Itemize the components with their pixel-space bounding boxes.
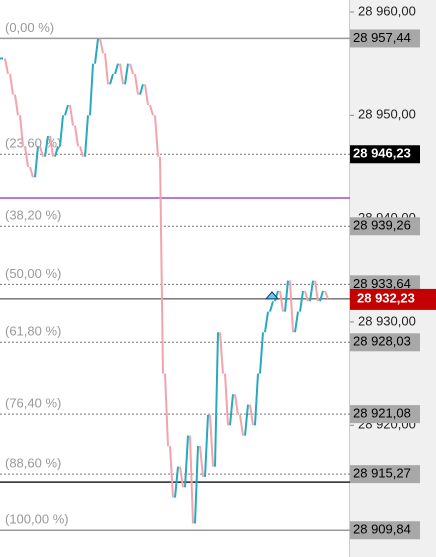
price-bar <box>59 115 64 147</box>
price-bar <box>199 445 204 478</box>
price-bar <box>299 290 304 312</box>
current-price-label: 28 932,23 <box>357 290 415 305</box>
price-bar <box>114 63 119 75</box>
price-bar <box>124 63 129 85</box>
price-bar <box>169 445 174 498</box>
level-price-label: 28 915,27 <box>353 466 411 481</box>
level-price-label: 28 921,08 <box>353 406 411 421</box>
price-bar <box>74 125 79 147</box>
price-bar <box>184 435 189 488</box>
price-bar <box>69 104 74 126</box>
price-bar <box>259 332 264 374</box>
price-bar <box>44 135 49 157</box>
level-price-box <box>350 275 420 294</box>
price-bar <box>224 373 229 426</box>
price-bar <box>254 373 259 426</box>
price-bar <box>4 58 9 75</box>
price-bar <box>49 135 54 157</box>
fib-level-label: (88,60 %) <box>5 456 61 471</box>
price-bar <box>294 311 299 333</box>
price-bar <box>319 290 324 302</box>
y-tick-label: 28 930,00 <box>358 313 416 328</box>
current-price-box <box>350 288 436 310</box>
price-bar <box>304 290 309 302</box>
price-bar <box>129 63 134 75</box>
price-bar <box>29 166 34 178</box>
price-bar <box>144 84 149 106</box>
price-bar <box>139 84 144 95</box>
level-price-box <box>350 217 420 236</box>
price-bar <box>314 280 319 302</box>
price-bar <box>194 445 199 524</box>
price-bar <box>244 404 249 436</box>
price-bar <box>229 394 234 426</box>
price-bar <box>159 156 164 374</box>
alert-marker <box>264 291 280 300</box>
level-price-box <box>350 405 420 424</box>
price-bar <box>149 104 154 116</box>
level-price-box <box>350 333 420 352</box>
fib-level-label: (50,00 %) <box>5 266 61 281</box>
level-price-box <box>350 29 420 48</box>
price-bar <box>109 73 114 85</box>
y-tick-label: 28 950,00 <box>358 107 416 122</box>
level-price-label: 28 928,03 <box>353 334 411 349</box>
fib-level-label: (61,80 %) <box>5 324 61 339</box>
price-bar <box>214 332 219 467</box>
price-bar <box>64 104 69 116</box>
price-bar <box>154 115 159 157</box>
price-bar <box>9 73 14 95</box>
price-bar <box>84 115 89 157</box>
level-price-box <box>350 145 420 164</box>
fib-level-label: (76,40 %) <box>5 396 61 411</box>
price-bar <box>239 414 244 436</box>
price-bar <box>179 466 184 488</box>
level-price-label: 28 909,84 <box>353 522 411 537</box>
price-bar <box>119 63 124 85</box>
price-bar <box>219 332 224 374</box>
price-bar <box>284 280 289 312</box>
fib-level-label: (38,20 %) <box>5 208 61 223</box>
level-price-label: 28 946,23 <box>353 146 411 161</box>
level-price-label: 28 957,44 <box>353 30 411 45</box>
price-bar <box>249 404 254 426</box>
level-price-box <box>350 521 420 540</box>
price-bar <box>89 63 94 116</box>
price-bar <box>309 280 314 302</box>
price-bar <box>279 290 284 312</box>
price-bar <box>19 115 24 147</box>
price-bar <box>54 146 59 157</box>
price-bar <box>274 290 279 302</box>
price-bar <box>264 311 269 333</box>
price-bar <box>79 146 84 157</box>
y-tick-label: 28 960,00 <box>358 3 416 18</box>
fib-level-label: (23,60 %) <box>5 136 61 151</box>
price-bar <box>104 53 109 85</box>
price-bar <box>234 394 239 416</box>
fib-level-label: (0,00 %) <box>5 20 54 35</box>
level-price-box <box>350 465 420 484</box>
price-bar <box>134 73 139 95</box>
price-bar <box>99 38 104 54</box>
price-bar <box>289 280 294 333</box>
price-bar <box>94 38 99 64</box>
price-bar <box>189 435 194 524</box>
price-bar <box>174 466 179 498</box>
price-bar <box>209 414 214 467</box>
fib-level-label: (100,00 %) <box>5 512 69 527</box>
price-bar <box>204 414 209 477</box>
level-price-label: 28 939,26 <box>353 218 411 233</box>
price-bar <box>14 94 19 116</box>
price-bar <box>24 146 29 168</box>
price-bar <box>39 146 44 157</box>
price-bar <box>164 373 169 446</box>
level-price-label: 28 933,64 <box>353 276 411 291</box>
price-bar <box>324 290 329 300</box>
price-bar <box>269 301 274 312</box>
price-bar <box>34 146 39 178</box>
